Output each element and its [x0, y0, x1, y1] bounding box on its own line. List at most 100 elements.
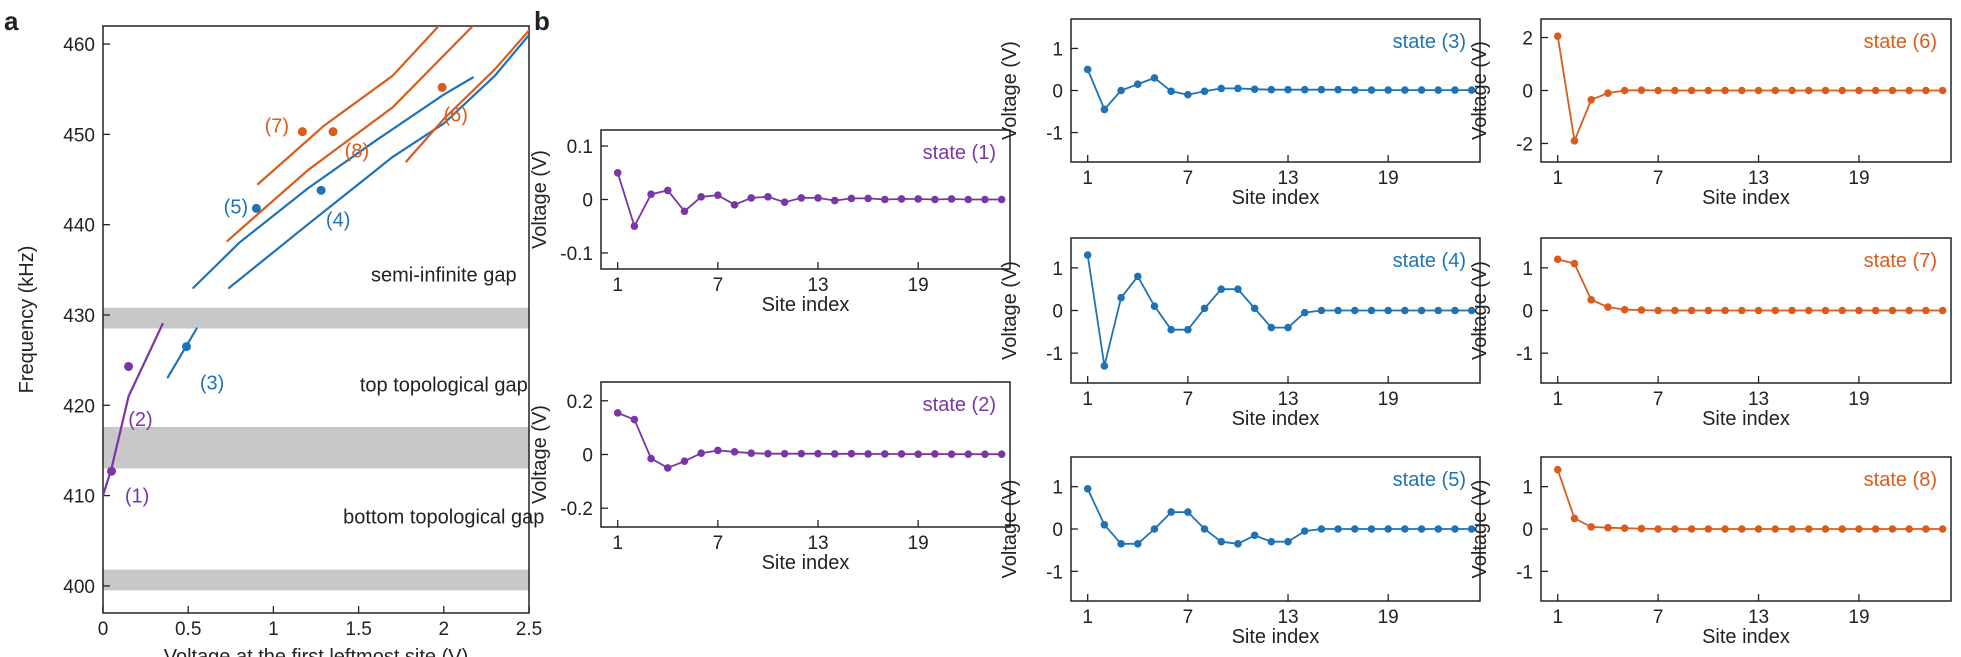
voltage-point [1788, 86, 1796, 95]
voltage-point [931, 450, 939, 458]
voltage-point [1401, 306, 1409, 315]
voltage-point [1922, 306, 1930, 315]
voltage-point [1938, 525, 1947, 533]
chart-s3: 1 7 13 19 -1 0 1 Site index Voltage (V) state (3) [999, 18, 1481, 209]
y-tick-label: -1 [1516, 562, 1533, 583]
voltage-point [1821, 306, 1830, 315]
voltage-point [1654, 525, 1662, 533]
voltage-point [1771, 525, 1780, 533]
state-title: state (7) [1864, 250, 1937, 272]
voltage-point [1334, 525, 1342, 533]
y-axis-label: Voltage (V) [999, 41, 1021, 140]
voltage-point [1284, 537, 1292, 546]
voltage-point [1133, 540, 1142, 548]
voltage-point [1184, 508, 1192, 516]
voltage-point [1350, 525, 1359, 533]
voltage-point [1200, 304, 1209, 313]
state-marker-2 [124, 361, 134, 371]
voltage-point [1467, 525, 1476, 533]
voltage-line [616, 172, 1002, 229]
voltage-point [680, 207, 689, 216]
voltage-point [1367, 306, 1376, 315]
voltage-point [1704, 525, 1713, 533]
chart-a: 0 0.5 1 1.5 2 2.5 400 410 420 430 440 450 460 Voltage… [16, 25, 544, 657]
voltage-point [1821, 86, 1830, 95]
voltage-point [1184, 90, 1192, 99]
voltage-point [981, 195, 989, 204]
y-tick-label: 420 [63, 396, 95, 417]
voltage-point [997, 450, 1006, 459]
chart-s5: 1 7 13 19 -1 0 1 Site index Voltage (V) state (5) [999, 456, 1481, 648]
x-axis-label: Site index [1232, 408, 1320, 430]
voltage-point [1217, 537, 1226, 546]
y-axis-label: Voltage (V) [1469, 480, 1491, 579]
frequency-curve-7 [405, 29, 529, 163]
state-marker-1 [107, 466, 117, 476]
voltage-point [730, 448, 739, 456]
voltage-point [1384, 306, 1392, 315]
voltage-point [964, 195, 973, 204]
voltage-point [1570, 137, 1579, 145]
y-tick-label: 400 [63, 577, 95, 598]
voltage-point [1888, 306, 1897, 315]
chart-s8: 1 7 13 19 -1 0 1 Site index Voltage (V) state (8) [1469, 456, 1952, 648]
voltage-point [1821, 525, 1830, 533]
voltage-point [663, 186, 672, 195]
voltage-point [880, 450, 889, 458]
state-label-8: (8) [345, 141, 369, 163]
voltage-point [1771, 86, 1780, 95]
voltage-point [1267, 537, 1276, 546]
voltage-point [1553, 32, 1562, 41]
voltage-point [647, 454, 655, 463]
voltage-point [814, 449, 822, 458]
voltage-point [1367, 86, 1376, 94]
voltage-point [1637, 86, 1646, 95]
voltage-point [1788, 306, 1796, 315]
voltage-point [1788, 525, 1796, 533]
voltage-point [1620, 305, 1629, 314]
y-axis-label: Frequency (kHz) [16, 246, 38, 394]
voltage-point [964, 450, 973, 459]
y-tick-label: 440 [63, 216, 95, 237]
voltage-point [1200, 525, 1209, 533]
voltage-point [914, 450, 922, 459]
voltage-point [1938, 306, 1947, 315]
x-tick-label: 19 [908, 533, 929, 554]
voltage-point [1334, 85, 1342, 94]
x-tick-label: 1 [1082, 607, 1093, 628]
y-axis-label: Voltage (V) [999, 480, 1021, 579]
voltage-point [1317, 306, 1326, 315]
x-tick-label: 19 [1378, 389, 1399, 410]
x-tick-label: 1 [1552, 168, 1563, 189]
voltage-point [1838, 86, 1847, 95]
y-tick-label: 410 [63, 487, 95, 508]
y-axis-label: Voltage (V) [529, 405, 551, 504]
voltage-point [1587, 95, 1596, 104]
panel-b-letter: b [534, 6, 550, 36]
y-tick-label: 0 [1522, 520, 1533, 541]
voltage-point [1384, 525, 1392, 533]
y-axis-label: Voltage (V) [529, 150, 551, 249]
voltage-point [1467, 86, 1476, 94]
voltage-point [1434, 86, 1443, 94]
voltage-point [1754, 86, 1763, 95]
voltage-point [1434, 525, 1443, 533]
chart-s6: 1 7 13 19 -2 0 2 Site index Voltage (V) state (6) [1469, 18, 1952, 209]
x-tick-label: 19 [1848, 389, 1869, 410]
state-label-1: (1) [125, 486, 149, 508]
voltage-point [1417, 306, 1426, 315]
voltage-point [1855, 306, 1863, 315]
voltage-point [1553, 255, 1562, 264]
voltage-point [1451, 306, 1459, 315]
voltage-point [1133, 80, 1142, 88]
y-tick-label: 460 [63, 35, 95, 56]
chart-s7: 1 7 13 19 -1 0 1 Site index Voltage (V) state (7) [1469, 237, 1952, 430]
x-tick-label: 1 [1082, 168, 1093, 189]
voltage-point [1234, 84, 1242, 93]
x-tick-label: 13 [1277, 168, 1298, 189]
state-title: state (2) [923, 394, 996, 416]
voltage-point [1350, 86, 1359, 94]
x-tick-label: 7 [1653, 168, 1664, 189]
voltage-point [1704, 86, 1713, 95]
voltage-point [1117, 540, 1125, 548]
